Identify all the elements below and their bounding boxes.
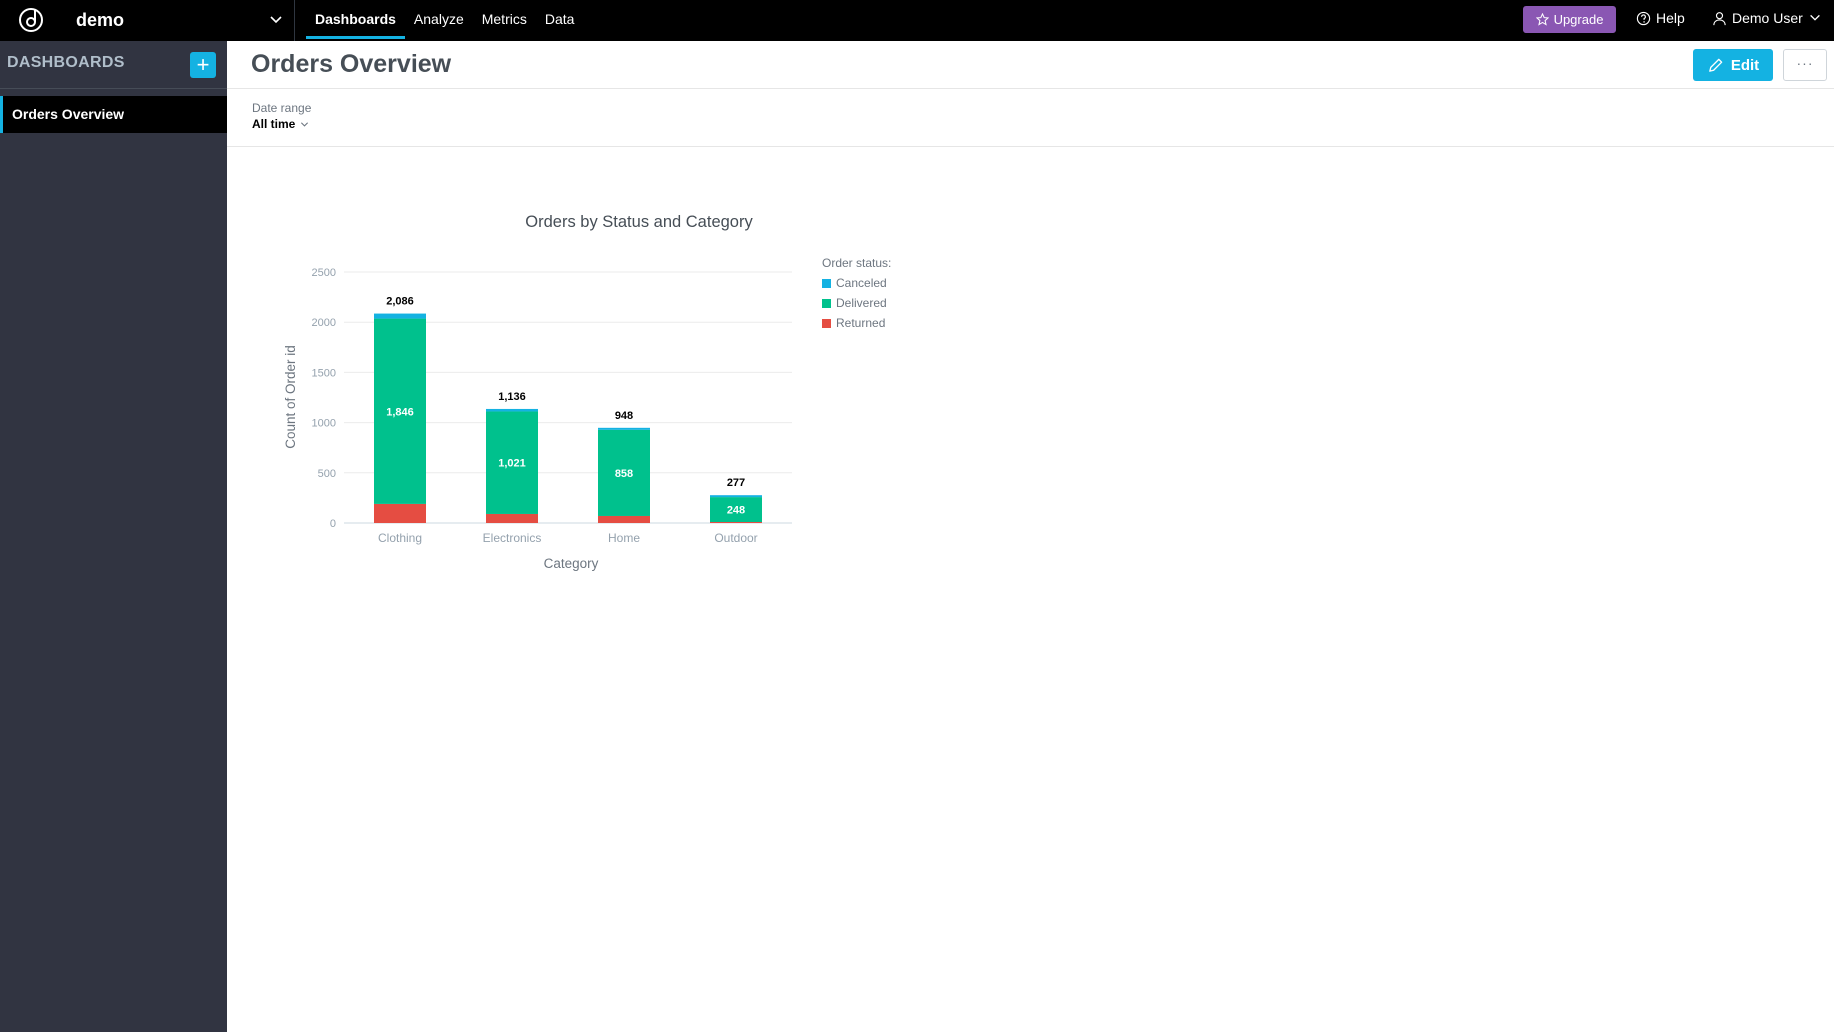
edit-button[interactable]: Edit: [1693, 49, 1773, 81]
legend-item-canceled: Canceled: [836, 276, 887, 290]
segment-data-label: 858: [615, 468, 633, 480]
x-tick-label: Home: [608, 531, 640, 545]
chevron-down-icon: [301, 121, 309, 127]
orders-chart: Orders by Status and Category 0 500 1000 15…: [283, 213, 891, 571]
sidebar: DASHBOARDS + Orders Overview: [0, 41, 227, 1032]
y-tick-label: 2500: [312, 267, 336, 279]
bar-segment-delivered: [374, 318, 426, 504]
bar-total-label: 948: [615, 410, 633, 422]
bar-segment-canceled: [598, 427, 650, 430]
segment-data-label: 1,021: [498, 458, 526, 470]
sidebar-header: DASHBOARDS +: [0, 41, 227, 89]
nav-analyze[interactable]: Analyze: [413, 11, 464, 27]
x-axis-ticks: Clothing Electronics Home Outdoor: [378, 531, 758, 545]
chevron-down-icon: [1809, 14, 1820, 21]
bar-total-label: 2,086: [386, 296, 414, 308]
sidebar-title: DASHBOARDS: [7, 54, 125, 71]
add-dashboard-button[interactable]: +: [190, 52, 216, 78]
title-bar: Orders Overview Edit ···: [227, 41, 1834, 89]
legend-title: Order status:: [822, 256, 891, 270]
nav-metrics[interactable]: Metrics: [481, 11, 527, 27]
bar-segment-canceled: [710, 495, 762, 498]
legend-swatch: [822, 299, 831, 308]
y-tick-label: 1000: [312, 418, 336, 430]
bar-segment-canceled: [374, 313, 426, 319]
star-icon: [1535, 13, 1549, 26]
bar-segment-returned: [374, 503, 426, 523]
x-axis-label: Category: [544, 556, 599, 571]
edit-label: Edit: [1730, 56, 1760, 74]
nav-data[interactable]: Data: [544, 11, 575, 27]
upgrade-label: Upgrade: [1553, 12, 1604, 27]
legend-item-returned: Returned: [836, 316, 885, 330]
y-tick-label: 2000: [312, 317, 336, 329]
user-label: Demo User: [1732, 10, 1803, 26]
main-content: Orders Overview Edit ··· Date range All …: [227, 41, 1834, 1032]
bar-segment-returned: [598, 515, 650, 523]
x-tick-label: Outdoor: [714, 531, 757, 545]
app-logo-icon[interactable]: [18, 7, 44, 33]
filter-bar: Date range All time: [227, 89, 1834, 147]
bar-total-label: 277: [727, 477, 745, 489]
more-options-button[interactable]: ···: [1783, 49, 1827, 81]
y-tick-label: 1500: [312, 367, 336, 379]
upgrade-button[interactable]: Upgrade: [1523, 6, 1616, 33]
bar-segment-delivered: [710, 497, 762, 522]
sidebar-item-orders-overview[interactable]: Orders Overview: [0, 96, 227, 133]
chart-legend: Order status: Canceled Delivered Returned: [822, 256, 891, 330]
filter-label: Date range: [252, 101, 312, 115]
chart-bars: 1,846 2,086 1,021 1,136 858 948 248 277: [374, 296, 762, 523]
user-icon: [1713, 11, 1726, 25]
legend-item-delivered: Delivered: [836, 296, 887, 310]
bar-segment-returned: [486, 513, 538, 523]
segment-data-label: 1,846: [386, 406, 414, 418]
bar-segment-returned: [710, 521, 762, 523]
divider: [294, 0, 295, 41]
page-title[interactable]: Orders Overview: [251, 50, 452, 78]
y-tick-label: 0: [330, 518, 336, 530]
legend-swatch: [822, 279, 831, 288]
user-menu[interactable]: Demo User: [1712, 10, 1822, 26]
x-tick-label: Electronics: [483, 531, 542, 545]
filter-value: All time: [252, 117, 311, 131]
pencil-icon: [1709, 58, 1723, 72]
bar-segment-canceled: [486, 408, 538, 412]
x-tick-label: Clothing: [378, 531, 422, 545]
help-label: Help: [1656, 10, 1685, 26]
date-range-filter[interactable]: Date range All time: [252, 101, 311, 131]
filter-value-text: All time: [252, 117, 296, 131]
bar-segment-delivered: [486, 411, 538, 514]
nav-dashboards[interactable]: Dashboards: [306, 0, 405, 41]
top-bar: demo Dashboards Analyze Metrics Data Upg…: [0, 0, 1834, 41]
y-axis-ticks: 0 500 1000 1500 2000 2500: [312, 267, 336, 530]
bar-total-label: 1,136: [498, 391, 526, 403]
bar-segment-delivered: [598, 429, 650, 516]
help-link[interactable]: Help: [1636, 10, 1685, 26]
segment-data-label: 248: [727, 505, 745, 517]
y-axis-label: Count of Order id: [283, 345, 298, 449]
legend-swatch: [822, 319, 831, 328]
workspace-name[interactable]: demo: [76, 10, 125, 30]
y-tick-label: 500: [318, 468, 336, 480]
main-nav: Dashboards Analyze Metrics Data: [306, 0, 583, 41]
chart-title: Orders by Status and Category: [525, 213, 753, 231]
help-icon: [1636, 11, 1651, 25]
chevron-down-icon[interactable]: [268, 12, 284, 28]
